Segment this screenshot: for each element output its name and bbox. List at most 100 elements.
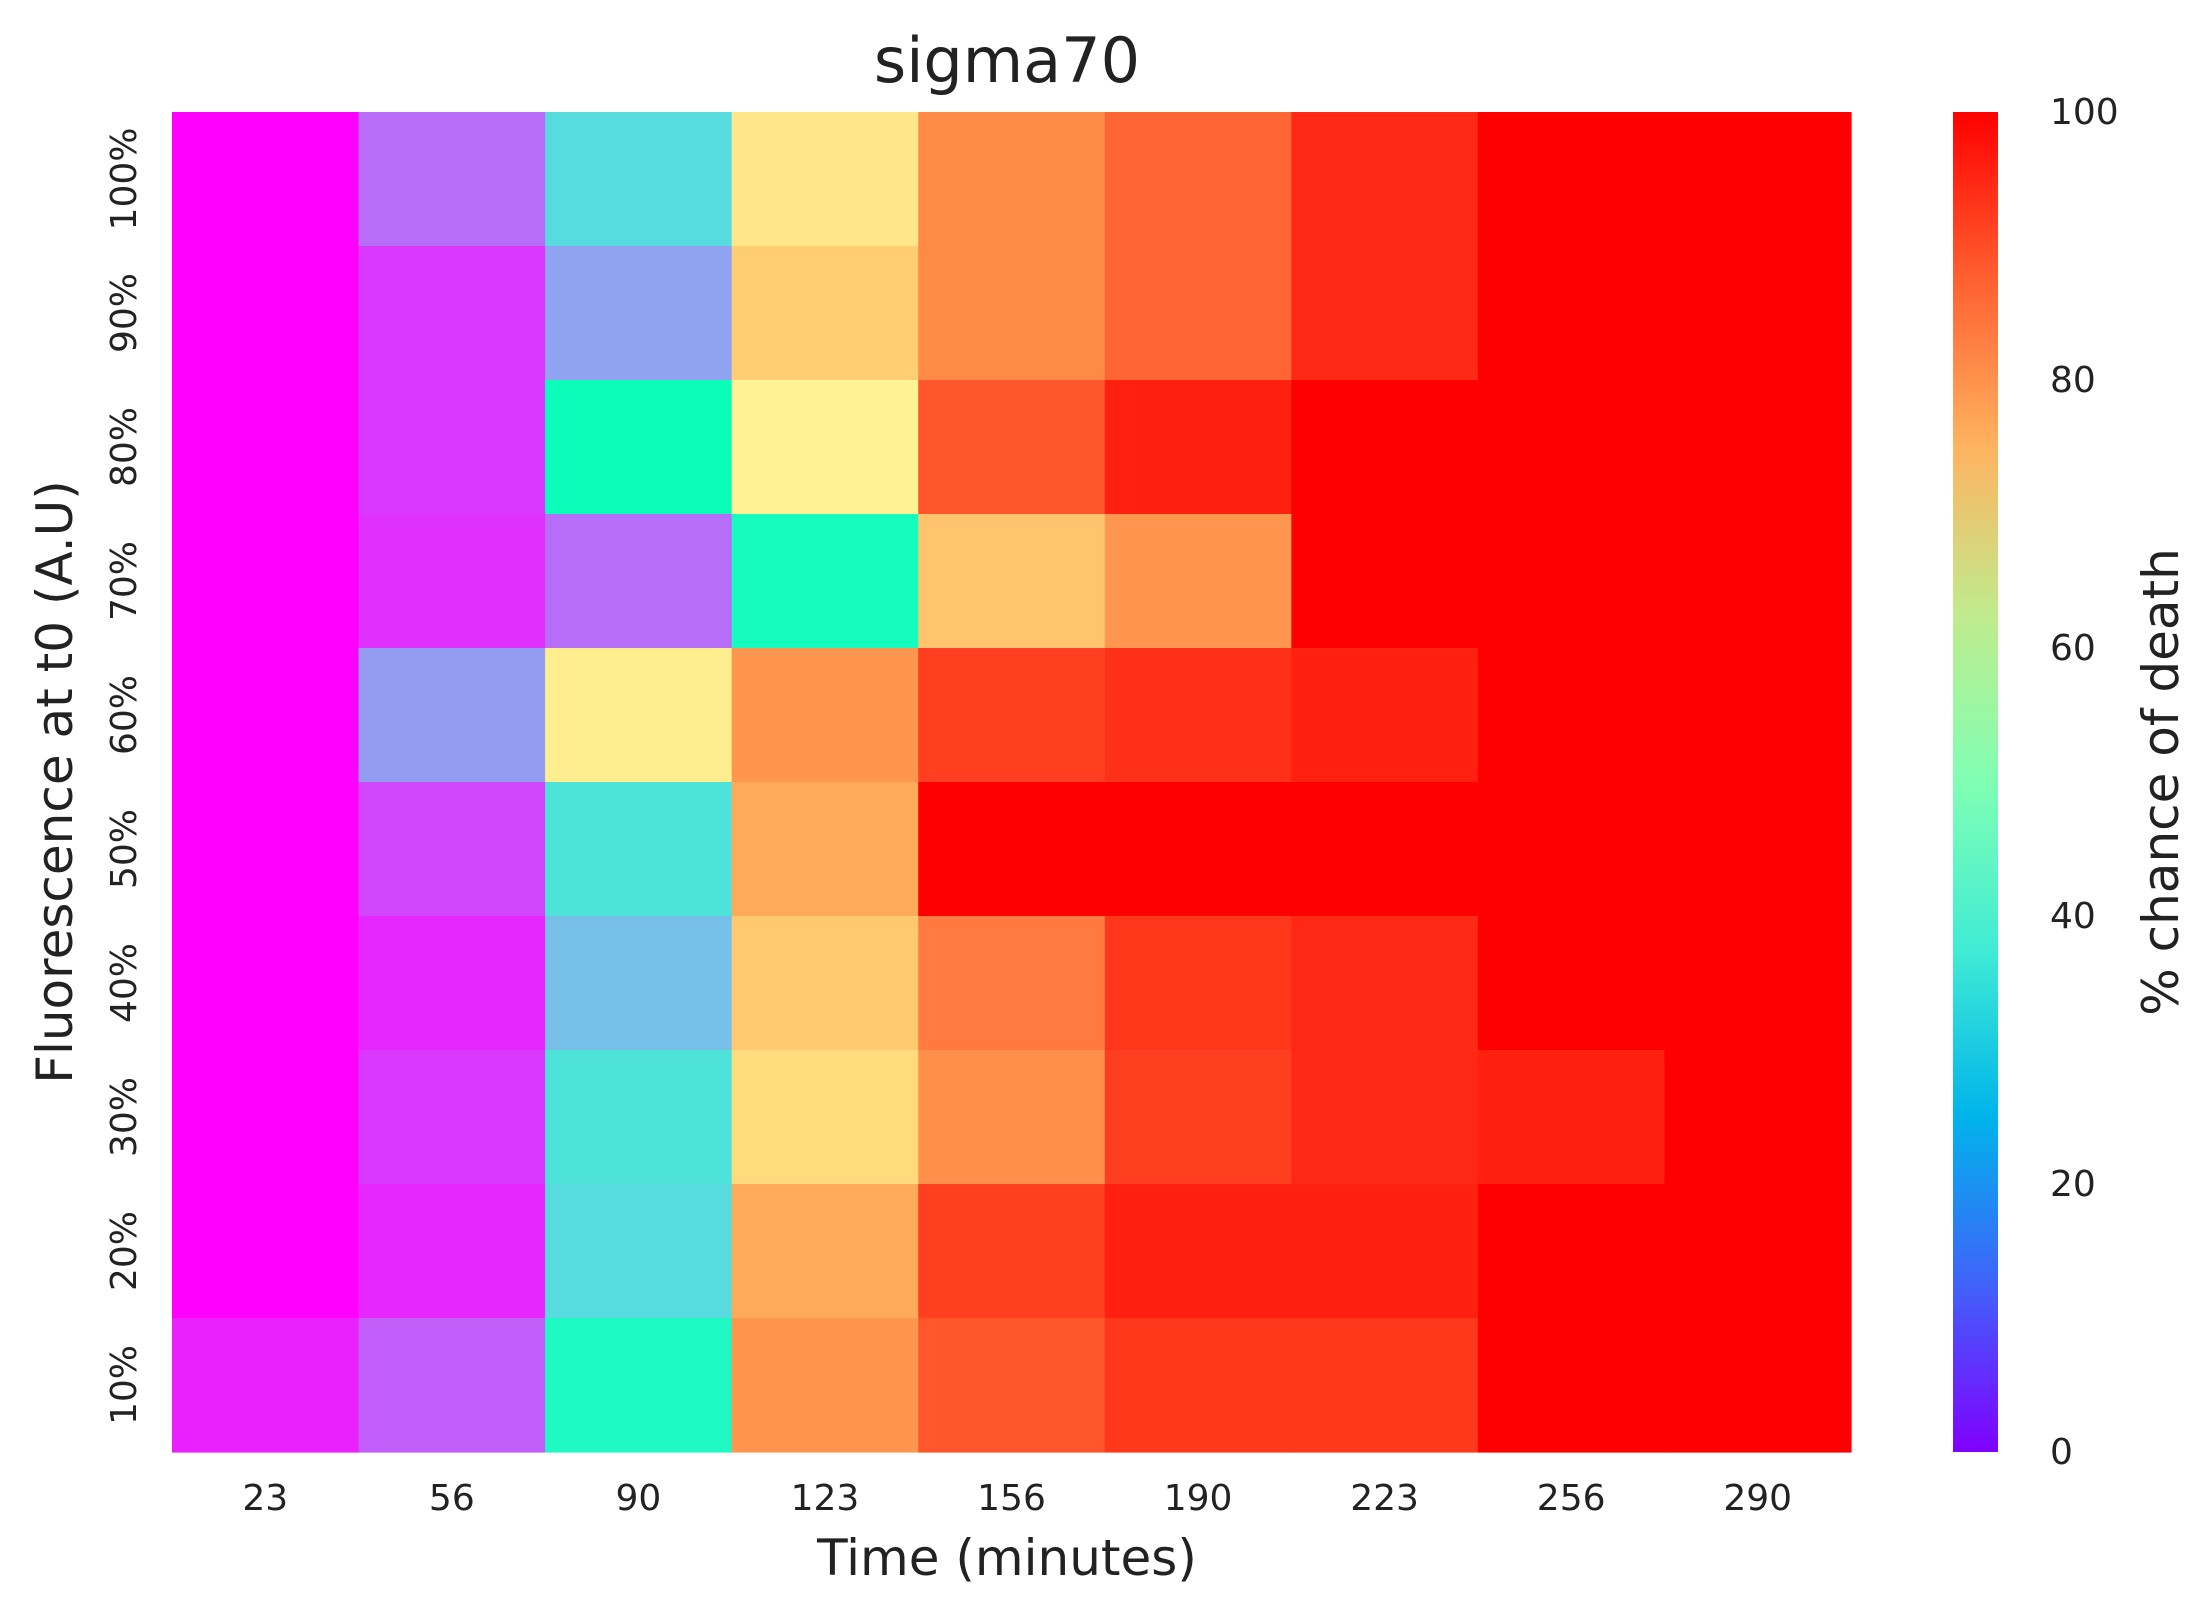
heatmap-cell bbox=[172, 648, 360, 783]
heatmap-cell bbox=[1664, 1318, 1852, 1453]
heatmap-cell bbox=[545, 916, 733, 1051]
heatmap-cell bbox=[731, 514, 919, 649]
heatmap-cell bbox=[731, 782, 919, 917]
heatmap-cell bbox=[1291, 380, 1479, 515]
x-tick-label: 90 bbox=[615, 1478, 661, 1519]
y-axis-label: Fluorescence at t0 (A.U) bbox=[26, 480, 84, 1084]
colorbar-tick-label: 80 bbox=[2050, 360, 2096, 401]
y-tick-label: 40% bbox=[104, 943, 145, 1023]
y-tick-label: 80% bbox=[104, 407, 145, 487]
heatmap-cell bbox=[1291, 648, 1479, 783]
heatmap-cells bbox=[172, 112, 1852, 1453]
heatmap-cell bbox=[358, 380, 546, 515]
y-tick-label: 90% bbox=[104, 273, 145, 353]
heatmap-cell bbox=[731, 1318, 919, 1453]
heatmap-cell bbox=[1664, 112, 1852, 247]
heatmap-cell bbox=[1291, 916, 1479, 1051]
heatmap-cell bbox=[1104, 514, 1292, 649]
heatmap-cell bbox=[172, 112, 360, 247]
heatmap-cell bbox=[918, 380, 1106, 515]
heatmap-cell bbox=[172, 246, 360, 381]
heatmap-cell bbox=[1477, 1318, 1666, 1453]
x-tick-labels: 23 56 90 123 156 190 223 256 290 bbox=[242, 1478, 1792, 1519]
x-tick-label: 123 bbox=[791, 1478, 860, 1519]
heatmap-cell bbox=[1477, 1050, 1666, 1185]
heatmap-cell bbox=[545, 782, 733, 917]
heatmap-cell bbox=[1664, 648, 1852, 783]
heatmap-cell bbox=[358, 916, 546, 1051]
colorbar-tick-labels: 0 20 40 60 80 100 bbox=[2050, 92, 2119, 1473]
heatmap-cell bbox=[918, 1184, 1106, 1319]
heatmap-cell bbox=[1477, 380, 1666, 515]
heatmap-cell bbox=[358, 112, 546, 247]
heatmap-cell bbox=[358, 246, 546, 381]
heatmap-cell bbox=[172, 1050, 360, 1185]
y-tick-label: 10% bbox=[104, 1345, 145, 1425]
heatmap-cell bbox=[918, 1318, 1106, 1453]
heatmap-cell bbox=[1104, 1050, 1292, 1185]
heatmap-cell bbox=[731, 1184, 919, 1319]
heatmap-cell bbox=[731, 380, 919, 515]
x-tick-label: 23 bbox=[242, 1478, 288, 1519]
y-tick-label: 50% bbox=[104, 809, 145, 889]
heatmap-cell bbox=[1104, 246, 1292, 381]
heatmap-cell bbox=[172, 782, 360, 917]
heatmap-cell bbox=[545, 246, 733, 381]
heatmap-cell bbox=[1477, 648, 1666, 783]
y-tick-label: 60% bbox=[104, 675, 145, 755]
x-tick-label: 223 bbox=[1350, 1478, 1419, 1519]
heatmap-cell bbox=[358, 648, 546, 783]
heatmap-cell bbox=[1477, 514, 1666, 649]
heatmap-cell bbox=[918, 514, 1106, 649]
heatmap-cell bbox=[358, 514, 546, 649]
colorbar-tick-label: 40 bbox=[2050, 896, 2096, 937]
y-tick-labels: 100% 90% 80% 70% 60% 50% 40% 30% 20% 10% bbox=[104, 128, 145, 1425]
colorbar-tick-label: 20 bbox=[2050, 1164, 2096, 1205]
heatmap-cell bbox=[918, 1050, 1106, 1185]
heatmap-cell bbox=[172, 916, 360, 1051]
heatmap-cell bbox=[358, 1318, 546, 1453]
heatmap-cell bbox=[1664, 1050, 1852, 1185]
heatmap-cell bbox=[172, 1318, 360, 1453]
y-tick-label: 30% bbox=[104, 1077, 145, 1157]
heatmap-cell bbox=[545, 380, 733, 515]
heatmap-cell bbox=[358, 1184, 546, 1319]
heatmap-cell bbox=[1104, 1184, 1292, 1319]
heatmap-cell bbox=[1477, 112, 1666, 247]
heatmap-cell bbox=[1664, 1184, 1852, 1319]
heatmap-cell bbox=[1291, 112, 1479, 247]
heatmap-cell bbox=[1477, 246, 1666, 381]
heatmap-cell bbox=[1291, 1184, 1479, 1319]
heatmap-cell bbox=[545, 514, 733, 649]
heatmap-cell bbox=[1291, 246, 1479, 381]
heatmap-cell bbox=[172, 1184, 360, 1319]
y-tick-label: 20% bbox=[104, 1211, 145, 1291]
heatmap-cell bbox=[1104, 916, 1292, 1051]
heatmap-cell bbox=[358, 782, 546, 917]
heatmap-cell bbox=[1664, 246, 1852, 381]
x-axis-label: Time (minutes) bbox=[816, 1529, 1197, 1587]
x-tick-label: 190 bbox=[1164, 1478, 1233, 1519]
heatmap-cell bbox=[545, 112, 733, 247]
heatmap-cell bbox=[1104, 380, 1292, 515]
heatmap-cell bbox=[358, 1050, 546, 1185]
x-tick-label: 56 bbox=[429, 1478, 475, 1519]
heatmap-cell bbox=[172, 514, 360, 649]
heatmap-cell bbox=[731, 1050, 919, 1185]
heatmap-cell bbox=[1104, 782, 1292, 917]
heatmap-cell bbox=[1664, 514, 1852, 649]
x-tick-label: 156 bbox=[977, 1478, 1046, 1519]
heatmap-cell bbox=[545, 1184, 733, 1319]
colorbar bbox=[1953, 112, 1998, 1452]
heatmap-cell bbox=[1291, 782, 1479, 917]
heatmap-cell bbox=[731, 648, 919, 783]
chart-title: sigma70 bbox=[874, 24, 1140, 97]
x-tick-label: 290 bbox=[1723, 1478, 1792, 1519]
heatmap-cell bbox=[1664, 916, 1852, 1051]
colorbar-tick-label: 100 bbox=[2050, 92, 2119, 133]
heatmap-cell bbox=[918, 782, 1106, 917]
heatmap-cell bbox=[918, 916, 1106, 1051]
heatmap-cell bbox=[1291, 514, 1479, 649]
heatmap-cell bbox=[545, 648, 733, 783]
